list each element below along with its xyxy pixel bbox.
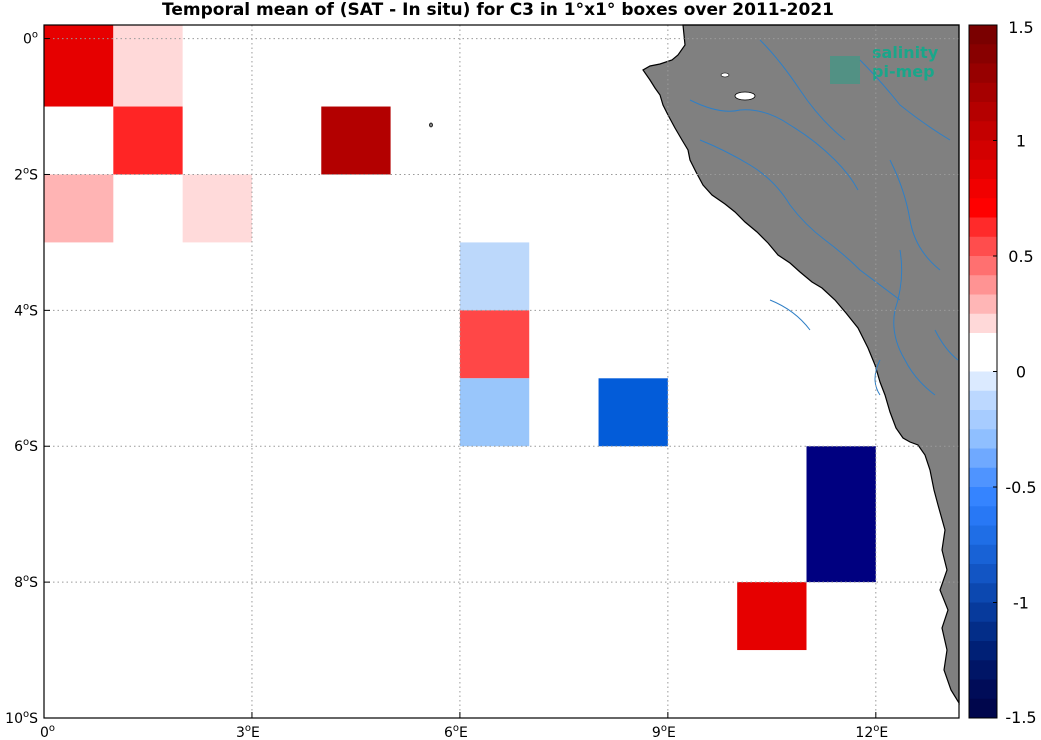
heatmap-cell	[459, 242, 530, 311]
heatmap-cell	[459, 310, 530, 379]
colorbar-tick-label: 1	[1016, 132, 1026, 151]
heatmap-cell	[182, 174, 252, 243]
colorbar-segment	[969, 256, 997, 276]
heatmap-cell	[806, 446, 876, 583]
x-tick-label: 12oE	[855, 723, 888, 740]
salinity-pimep-logo: salinity pi-mep	[830, 43, 939, 84]
colorbar-segment	[969, 275, 997, 295]
y-tick-label: 4oS	[14, 301, 38, 319]
colorbar-segment	[969, 429, 997, 449]
logo-text-salinity: salinity	[872, 43, 939, 62]
colorbar-segment	[969, 294, 997, 315]
colorbar-segment	[969, 159, 997, 180]
colorbar-segment	[969, 217, 997, 238]
colorbar-segment	[969, 313, 997, 334]
x-tick-label: 3oE	[236, 723, 260, 740]
x-tick-label: 9oE	[652, 723, 676, 740]
colorbar-tick-label: -1.5	[1005, 708, 1036, 727]
land-mass	[642, 24, 960, 706]
colorbar-segment	[969, 506, 997, 526]
colorbar-segment	[969, 487, 997, 507]
lake-shape	[720, 72, 730, 78]
colorbar-segment	[969, 525, 997, 546]
figure-title: Temporal mean of (SAT - In situ) for C3 …	[162, 0, 834, 20]
colorbar-segment	[969, 63, 997, 84]
colorbar-segments	[969, 25, 997, 719]
colorbar-segment	[969, 82, 997, 103]
colorbar-segment	[969, 679, 997, 700]
x-tick-label: 0o	[40, 723, 55, 740]
colorbar-tick-label: -0.5	[1005, 478, 1036, 497]
colorbar-segment	[969, 410, 997, 430]
heatmap-cell	[321, 106, 391, 175]
colorbar-segment	[969, 583, 997, 603]
colorbar-segment	[969, 641, 997, 661]
logo-text-pimep: pi-mep	[872, 62, 935, 81]
colorbar-tick-label: -1	[1013, 594, 1029, 613]
heatmap-cell	[44, 174, 114, 243]
colorbar: 1.5 1 0.5 0 -0.5 -1 -1.5	[968, 18, 1037, 727]
x-tick-label: 6oE	[444, 723, 468, 740]
colorbar-segment	[969, 564, 997, 584]
colorbar-segment	[969, 467, 997, 488]
x-axis-ticks: 0o 3oE 6oE 9oE 12oE	[40, 712, 888, 740]
logo-mark	[830, 56, 860, 84]
colorbar-segment	[969, 371, 997, 392]
y-tick-label: 6oS	[14, 437, 38, 455]
colorbar-segment	[969, 236, 997, 257]
lake-shape	[734, 91, 756, 101]
colorbar-segment	[969, 25, 997, 45]
colorbar-segment	[969, 390, 997, 411]
colorbar-segment	[969, 140, 997, 161]
colorbar-segment	[969, 544, 997, 565]
map-frame	[43, 24, 960, 719]
y-axis-ticks: 0o 2oS 4oS 6oS 8oS 10oS	[5, 30, 50, 727]
colorbar-tick-label: 0	[1016, 363, 1026, 382]
colorbar-segment	[969, 333, 997, 353]
y-tick-label: 10oS	[5, 709, 38, 727]
heatmap-cell	[737, 582, 807, 651]
colorbar-tick-label: 1.5	[1008, 18, 1033, 37]
grid-lines	[44, 25, 959, 718]
rivers	[689, 39, 959, 396]
map-panel: salinity pi-mep	[43, 24, 960, 719]
heatmap-cell	[459, 378, 530, 447]
colorbar-segment	[969, 121, 997, 141]
colorbar-segment	[969, 621, 997, 642]
colorbar-segment	[969, 660, 997, 680]
y-tick-label: 8oS	[14, 573, 38, 591]
y-tick-label: 0o	[23, 30, 38, 48]
island-shape	[429, 122, 433, 128]
heatmap-cell	[598, 378, 668, 447]
colorbar-segment	[969, 179, 997, 199]
colorbar-segment	[969, 352, 997, 372]
colorbar-tick-label: 0.5	[1008, 247, 1033, 266]
colorbar-segment	[969, 448, 997, 469]
colorbar-segment	[969, 102, 997, 122]
heatmap-cell	[113, 106, 183, 175]
heatmap-cell	[113, 25, 183, 107]
colorbar-segment	[969, 698, 997, 719]
colorbar-ticks: 1.5 1 0.5 0 -0.5 -1 -1.5	[993, 18, 1037, 727]
y-tick-label: 2oS	[14, 165, 38, 183]
colorbar-segment	[969, 198, 997, 218]
heatmap-cells	[44, 25, 876, 651]
colorbar-segment	[969, 44, 997, 64]
colorbar-segment	[969, 602, 997, 623]
heatmap-cell	[44, 25, 114, 107]
